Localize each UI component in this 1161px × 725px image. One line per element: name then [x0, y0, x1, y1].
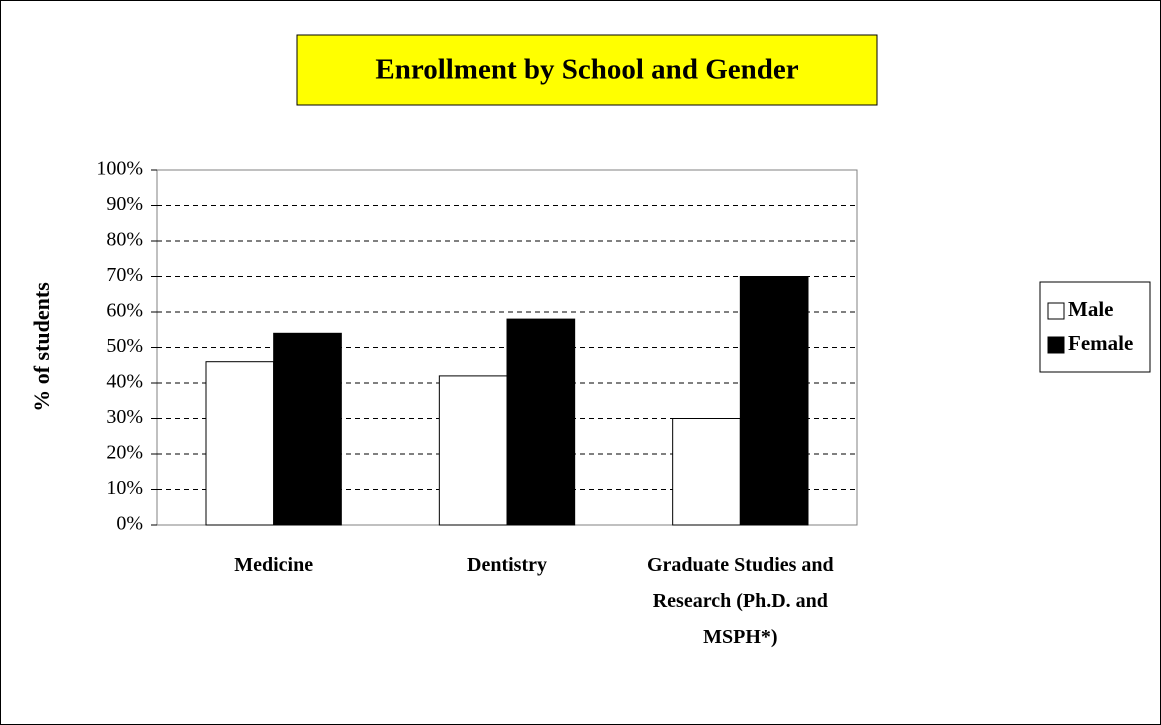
legend-swatch [1047, 302, 1065, 320]
y-tick-label: 60% [106, 300, 143, 322]
legend-swatch [1047, 336, 1065, 354]
bar [273, 332, 342, 526]
chart-title: Enrollment by School and Gender [375, 54, 798, 86]
y-tick-label: 70% [106, 264, 143, 286]
x-tick-label: Graduate Studies and Research (Ph.D. and… [646, 554, 834, 648]
bar [438, 375, 508, 526]
y-tick-label: 30% [106, 406, 143, 428]
legend-label: Male [1068, 297, 1113, 321]
y-axis-label: % of students [29, 282, 54, 412]
x-tick-label: Medicine [234, 554, 314, 576]
y-tick-label: 20% [106, 442, 143, 464]
y-tick-label: 10% [106, 477, 143, 499]
legend-box [1039, 281, 1151, 373]
y-tick-label: 100% [96, 158, 143, 180]
y-tick-label: 50% [106, 335, 143, 357]
y-tick-label: 90% [106, 193, 143, 215]
bar [506, 318, 576, 526]
x-tick-label: Dentistry [467, 554, 547, 576]
bar [672, 418, 741, 526]
title-box [296, 34, 878, 106]
legend-label: Female [1068, 331, 1133, 355]
y-tick-label: 0% [116, 513, 143, 535]
bar [205, 361, 275, 526]
y-tick-label: 80% [106, 229, 143, 251]
bar [739, 276, 809, 526]
y-tick-label: 40% [106, 371, 143, 393]
